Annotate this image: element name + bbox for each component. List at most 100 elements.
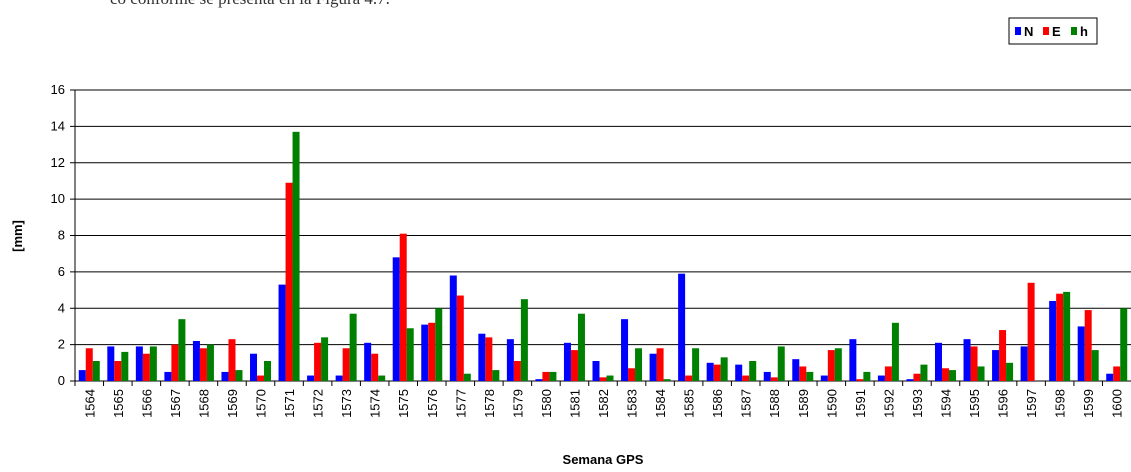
legend-swatch	[1043, 27, 1049, 35]
bar	[749, 360, 757, 381]
x-tick-label: 1574	[368, 389, 383, 418]
bar	[485, 337, 493, 381]
bar	[948, 370, 956, 381]
bar	[285, 182, 293, 381]
legend-swatch	[1015, 27, 1021, 35]
bar	[977, 366, 985, 381]
bar	[577, 313, 585, 381]
bar	[506, 339, 514, 381]
x-tick-label: 1586	[710, 389, 725, 418]
bar	[628, 368, 636, 381]
bar	[392, 257, 400, 381]
bar	[849, 339, 857, 381]
y-tick-label: 12	[51, 155, 65, 170]
bar	[678, 273, 686, 381]
bar	[206, 344, 214, 381]
x-tick-label: 1593	[910, 389, 925, 418]
bar	[706, 362, 714, 381]
bar	[792, 359, 800, 381]
bar	[827, 350, 835, 381]
bar	[399, 233, 407, 381]
x-tick-label: 1564	[82, 389, 97, 418]
x-tick-label: 1567	[168, 389, 183, 418]
bar	[1063, 291, 1071, 381]
bar	[378, 375, 386, 381]
bar	[685, 375, 693, 381]
bar	[877, 375, 885, 381]
legend-label: N	[1024, 24, 1033, 39]
legend-label: E	[1052, 24, 1061, 39]
bar	[364, 342, 372, 381]
x-tick-label: 1596	[996, 389, 1011, 418]
bar	[692, 348, 700, 381]
bar	[599, 377, 607, 381]
bar	[92, 360, 100, 381]
bar	[406, 328, 414, 381]
bar	[342, 348, 350, 381]
x-tick-label: 1582	[596, 389, 611, 418]
bar	[621, 319, 629, 381]
bar	[235, 370, 243, 381]
x-tick-label: 1589	[796, 389, 811, 418]
x-tick-label: 1590	[824, 389, 839, 418]
y-tick-label: 8	[58, 228, 65, 243]
bar	[314, 342, 322, 381]
bar	[1113, 366, 1121, 381]
x-tick-label: 1591	[853, 389, 868, 418]
x-tick-label: 1599	[1081, 389, 1096, 418]
y-axis-label: [mm]	[10, 220, 25, 252]
x-tick-label: 1580	[539, 389, 554, 418]
bar	[941, 368, 949, 381]
bar	[492, 370, 500, 381]
bar	[906, 379, 914, 381]
x-tick-label: 1576	[425, 389, 440, 418]
bar	[963, 339, 971, 381]
bar	[891, 322, 899, 381]
bar	[149, 346, 157, 381]
bar	[563, 342, 571, 381]
x-tick-label: 1568	[196, 389, 211, 418]
x-tick-label: 1583	[625, 389, 640, 418]
bar	[992, 350, 1000, 381]
bar	[250, 353, 258, 381]
bar	[228, 339, 236, 381]
x-tick-label: 1598	[1053, 389, 1068, 418]
bar	[592, 360, 600, 381]
y-tick-label: 16	[51, 82, 65, 97]
bar	[107, 346, 115, 381]
bar	[321, 337, 329, 381]
x-tick-label: 1572	[311, 389, 326, 418]
bar	[656, 348, 664, 381]
bar	[1049, 300, 1057, 381]
x-tick-label: 1570	[254, 389, 269, 418]
bar	[78, 370, 86, 381]
y-tick-label: 2	[58, 337, 65, 352]
x-tick-label: 1585	[682, 389, 697, 418]
bar	[863, 371, 871, 381]
bar	[884, 366, 892, 381]
bar	[463, 373, 471, 381]
bar	[449, 275, 457, 381]
bar	[371, 353, 379, 381]
bar	[1106, 373, 1114, 381]
bar	[349, 313, 357, 381]
bar	[1077, 326, 1085, 381]
bar	[856, 379, 864, 381]
bar	[428, 322, 436, 381]
bar	[221, 371, 229, 381]
y-tick-label: 14	[51, 118, 65, 133]
bar	[456, 295, 464, 381]
bar	[799, 366, 807, 381]
y-tick-label: 10	[51, 191, 65, 206]
bar	[264, 360, 272, 381]
bar	[520, 299, 528, 381]
bar	[292, 131, 300, 381]
bar	[806, 371, 814, 381]
x-tick-label: 1600	[1110, 389, 1125, 418]
bar	[335, 375, 343, 381]
x-tick-label: 1592	[881, 389, 896, 418]
x-tick-label: 1571	[282, 389, 297, 418]
bar	[820, 375, 828, 381]
bar	[307, 375, 315, 381]
bar	[192, 340, 200, 381]
